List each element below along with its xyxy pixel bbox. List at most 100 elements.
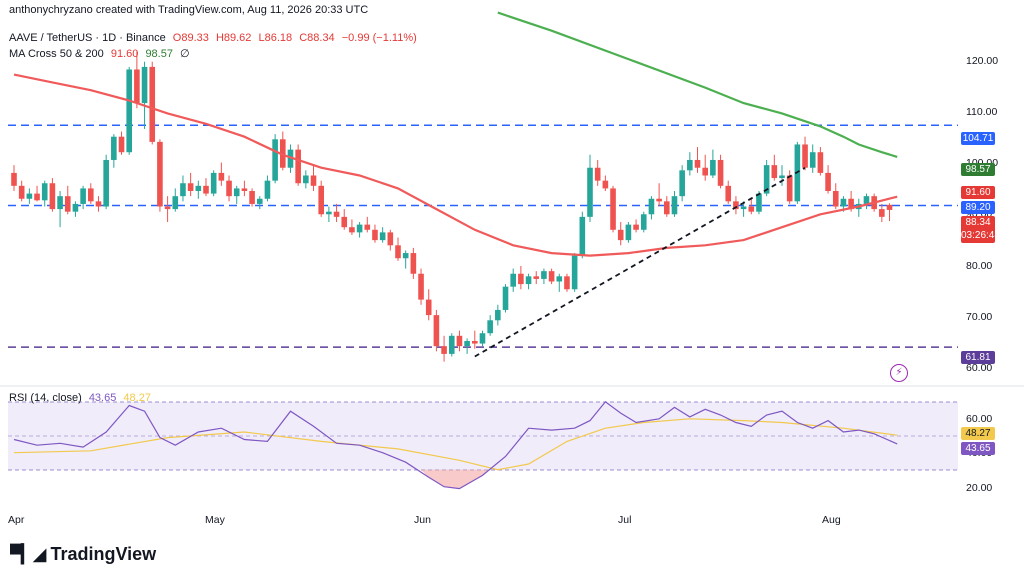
candle-body (456, 335, 463, 347)
candle-body (364, 224, 371, 230)
candle-body (425, 299, 432, 316)
top-caption: anthonychryzano created with TradingView… (9, 4, 369, 16)
candle-body (134, 69, 140, 104)
candle-body (226, 180, 232, 197)
candle-body (126, 69, 132, 153)
candle-body (410, 253, 417, 274)
candle-body (717, 159, 724, 186)
rsi-axis-60: 60.00 (966, 413, 993, 425)
candle-body (541, 271, 547, 279)
candle-body (863, 196, 870, 204)
candle-body (702, 167, 708, 176)
candle-body (287, 149, 294, 168)
candle-body (679, 170, 685, 197)
candle-body (518, 273, 524, 285)
candle-body (825, 172, 831, 191)
candle-body (587, 167, 593, 217)
candle-body (472, 340, 478, 344)
candle-body (164, 206, 171, 210)
symbol-name[interactable]: AAVE / TetherUS · 1D · Binance (9, 32, 166, 44)
horizontal-levels (8, 124, 958, 348)
candle-body (533, 276, 540, 279)
x-axis-may: May (205, 514, 225, 526)
lightning-icon[interactable]: ⚡ (890, 364, 908, 382)
ma-line: MA Cross 50 & 200 91.60 98.57 ∅ (9, 47, 194, 60)
candle-body (687, 159, 693, 171)
rsi-label[interactable]: RSI (14, close) (9, 392, 82, 404)
candle-body (318, 185, 324, 215)
x-axis-aug: Aug (822, 514, 841, 526)
close-value: C88.34 (299, 32, 335, 44)
rsi-legend: RSI (14, close) 43.65 48.27 (9, 392, 155, 404)
tradingview-logo-icon: ▀▎◢ (10, 544, 46, 564)
candle-body (725, 185, 732, 202)
candle-body (387, 232, 394, 246)
candle-body (103, 159, 109, 207)
candle-body (763, 165, 770, 194)
symbol-line: AAVE / TetherUS · 1D · Binance O89.33 H8… (9, 32, 421, 44)
candle-body (418, 273, 424, 300)
rsi-ma-line (13, 418, 898, 471)
candle-body (118, 136, 125, 153)
candle-body (372, 229, 378, 241)
candle-body (448, 335, 455, 354)
candle-body (579, 216, 586, 256)
candle-body (241, 188, 248, 191)
candle-body (264, 180, 271, 199)
candle-body (748, 206, 755, 212)
candle-body (195, 185, 202, 191)
candle-body (49, 183, 56, 210)
candle-body (141, 66, 148, 104)
candle-body (18, 185, 25, 199)
badge-89: 89.20 (961, 201, 995, 214)
badge-rsi-ma: 48.27 (961, 427, 995, 440)
candle-body (479, 333, 486, 344)
candle-body (464, 340, 470, 347)
candle-body (149, 66, 156, 142)
candle-body (487, 320, 493, 334)
candle-body (640, 214, 647, 230)
x-axis-jul: Jul (618, 514, 632, 526)
candle-body (633, 224, 639, 230)
badge-rsi: 43.65 (961, 442, 995, 455)
candles (11, 51, 893, 362)
candle-body (840, 198, 847, 207)
candle-body (441, 346, 447, 354)
ma-label[interactable]: MA Cross 50 & 200 (9, 48, 104, 60)
candle-body (34, 193, 40, 201)
candle-body (710, 159, 716, 176)
ma50-value: 91.60 (110, 48, 139, 60)
candle-body (433, 315, 440, 347)
candle-body (379, 232, 386, 241)
rsi-axis-20: 20.00 (966, 482, 993, 494)
candle-body (326, 211, 332, 215)
badge-61: 61.81 (961, 351, 995, 364)
candle-body (510, 273, 516, 287)
candle-body (233, 188, 240, 197)
candle-body (594, 167, 601, 181)
candle-body (111, 136, 117, 160)
badge-88: 88.34 03:26:48 (961, 216, 1000, 243)
candle-body (648, 198, 655, 215)
candle-body (771, 165, 778, 179)
ma-symbol: ∅ (180, 48, 190, 60)
price-axis-120: 120.00 (966, 55, 999, 67)
candle-body (57, 196, 63, 210)
candle-body (879, 209, 885, 217)
price-axis-80: 80.00 (966, 260, 993, 272)
footer-brand: ▀▎◢ TradingView (10, 544, 156, 565)
ma200-value: 98.57 (145, 48, 173, 60)
candle-body (41, 183, 48, 201)
candle-body (602, 180, 609, 189)
candle-body (556, 276, 563, 282)
candle-body (656, 198, 662, 202)
candle-body (786, 175, 793, 202)
candle-body (617, 229, 624, 241)
price-axis-110: 110.00 (966, 106, 998, 118)
candle-body (157, 141, 163, 207)
candle-body (64, 196, 71, 212)
candle-body (210, 172, 217, 194)
candle-body (272, 139, 278, 181)
footer-brand-text: TradingView (50, 544, 157, 564)
